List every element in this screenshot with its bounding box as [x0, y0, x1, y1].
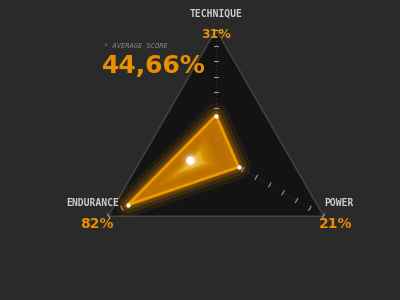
Text: TECHNIQUE: TECHNIQUE	[190, 9, 242, 19]
Polygon shape	[156, 135, 220, 187]
Polygon shape	[190, 159, 197, 165]
Text: * AVERAGE SCORE: * AVERAGE SCORE	[104, 43, 168, 49]
Text: 31%: 31%	[201, 28, 231, 41]
Polygon shape	[173, 147, 208, 176]
Text: ENDURANCE: ENDURANCE	[66, 198, 119, 208]
Polygon shape	[178, 151, 205, 173]
Text: 82%: 82%	[80, 217, 113, 231]
Polygon shape	[181, 153, 203, 171]
Polygon shape	[109, 30, 323, 216]
Polygon shape	[168, 144, 212, 179]
Polygon shape	[177, 150, 206, 173]
Text: 44,66%: 44,66%	[102, 54, 206, 78]
Polygon shape	[160, 138, 217, 184]
Text: 21%: 21%	[319, 217, 352, 231]
Polygon shape	[186, 156, 200, 168]
Polygon shape	[128, 116, 238, 205]
Polygon shape	[109, 30, 323, 216]
Text: POWER: POWER	[325, 198, 354, 208]
Polygon shape	[164, 141, 214, 182]
